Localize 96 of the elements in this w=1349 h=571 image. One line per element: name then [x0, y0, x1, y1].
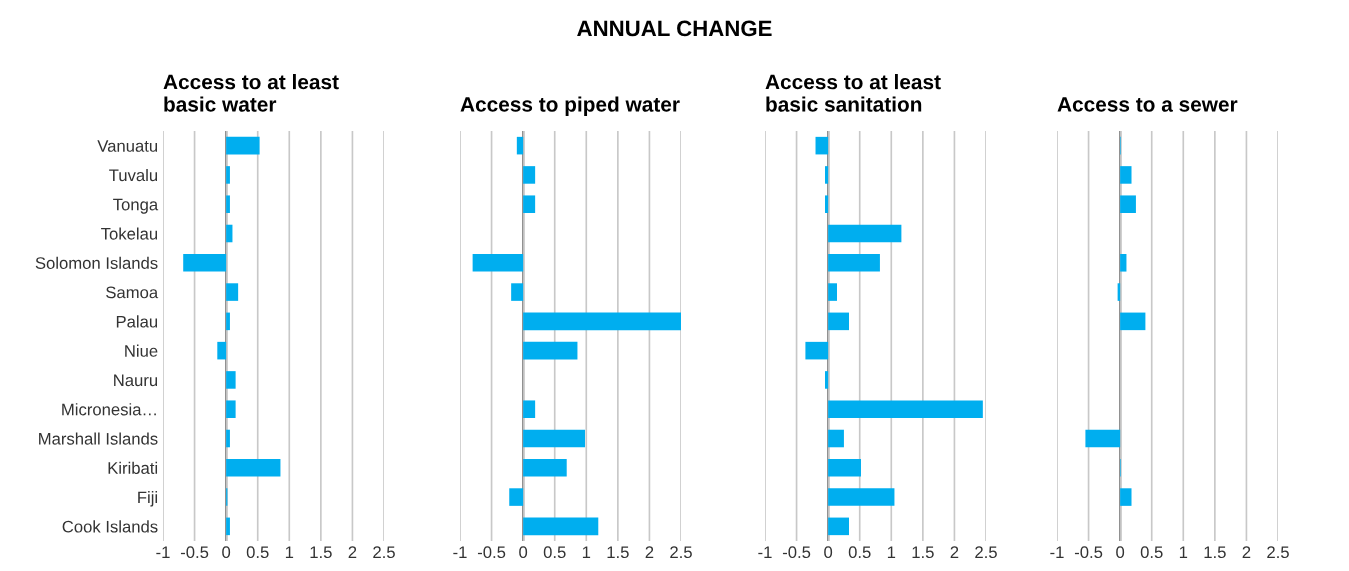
- y-tick-label: Micronesia…: [62, 403, 156, 416]
- bar: [511, 283, 524, 301]
- bar: [226, 166, 230, 184]
- bar: [226, 195, 230, 213]
- bar: [805, 341, 829, 360]
- x-tick-label: -0.5: [180, 546, 209, 559]
- chart-title: Access to a sewer: [1057, 97, 1238, 112]
- x-tick-label: -0.5: [477, 546, 506, 559]
- x-tick-label: -1: [453, 546, 467, 558]
- x-tick-label: 2.5: [1267, 546, 1289, 559]
- bar: [824, 195, 829, 213]
- y-tick-label: Tuvalu: [109, 168, 158, 182]
- x-tick-label: 0.5: [848, 546, 871, 559]
- bar: [523, 166, 536, 184]
- bar: [472, 254, 524, 272]
- y-tick-label: Solomon Islands: [35, 256, 158, 269]
- bar: [226, 517, 230, 536]
- y-tick-label: Marshall Islands: [39, 432, 158, 445]
- x-tick-label: 1.5: [607, 546, 629, 559]
- x-tick-label: 0.5: [246, 546, 269, 559]
- bar: [226, 136, 260, 155]
- x-tick-label: 1.5: [310, 546, 332, 559]
- bar: [1120, 312, 1146, 331]
- text: ANNUAL CHANGE: [577, 20, 772, 37]
- x-tick-label: 0: [824, 546, 833, 559]
- bar: [523, 341, 578, 360]
- bar: [828, 224, 902, 243]
- bar: [523, 459, 567, 477]
- x-tick-label: 2: [348, 546, 357, 558]
- bar: [226, 429, 230, 448]
- bar: [1085, 429, 1121, 448]
- x-tick-label: 1: [1179, 546, 1188, 558]
- bar: [828, 429, 844, 448]
- bar: [516, 136, 524, 155]
- y-tick-label: Nauru: [114, 374, 158, 387]
- bar: [1120, 195, 1136, 213]
- x-tick-label: -1: [156, 546, 170, 558]
- bar: [1120, 166, 1132, 184]
- bar: [828, 517, 849, 536]
- bar: [828, 312, 849, 331]
- bar: [509, 488, 524, 506]
- bar: [824, 166, 829, 184]
- x-tick-label: 1.5: [912, 546, 934, 559]
- bar: [523, 195, 536, 213]
- bar: [828, 459, 861, 477]
- y-tick-label: Tonga: [113, 198, 159, 214]
- x-tick-label: 1: [285, 546, 294, 558]
- x-tick-label: 1: [582, 546, 591, 558]
- bar: [183, 254, 227, 272]
- bar: [523, 429, 586, 448]
- x-tick-label: 0.5: [1140, 546, 1163, 559]
- bar: [828, 488, 895, 506]
- x-tick-label: -1: [1050, 546, 1064, 558]
- x-tick-label: -0.5: [782, 546, 811, 559]
- x-tick-label: 0: [519, 546, 528, 559]
- y-tick-label: Fiji: [138, 491, 158, 507]
- x-tick-label: 0: [1116, 546, 1125, 559]
- bar: [828, 283, 837, 301]
- bar: [828, 400, 983, 418]
- x-tick-label: 2.5: [670, 546, 692, 559]
- bar: [217, 341, 227, 360]
- x-tick-label: 1.5: [1204, 546, 1226, 559]
- bar: [226, 312, 230, 331]
- y-tick-label: Tokelau: [101, 227, 158, 240]
- bar: [226, 400, 236, 418]
- x-tick-label: -1: [758, 546, 772, 558]
- y-tick-label: Samoa: [106, 286, 159, 299]
- y-tick-label: Kiribati: [108, 461, 158, 474]
- x-tick-label: 2.5: [373, 546, 395, 559]
- x-tick-label: 1: [887, 546, 896, 558]
- bar: [523, 312, 681, 331]
- bar: [523, 517, 599, 536]
- x-tick-label: 2: [1242, 546, 1251, 558]
- chart-title: Access to piped water: [460, 96, 680, 116]
- bar: [226, 459, 281, 477]
- bar: [824, 371, 829, 389]
- y-tick-label: Vanuatu: [97, 140, 158, 152]
- y-tick-label: Cook Islands: [62, 520, 158, 533]
- x-tick-label: 2.5: [975, 546, 997, 559]
- x-tick-label: 0: [222, 546, 231, 559]
- chart-title: Access to at least basic water: [163, 74, 339, 112]
- x-tick-label: 2: [950, 546, 959, 558]
- bar: [815, 136, 829, 155]
- bar: [226, 283, 239, 301]
- x-tick-label: -0.5: [1074, 546, 1103, 559]
- bar: [226, 371, 236, 389]
- bar: [523, 400, 536, 418]
- bar: [226, 224, 233, 243]
- y-tick-label: Niue: [125, 344, 158, 357]
- bar: [828, 254, 880, 272]
- x-tick-label: 0.5: [543, 546, 566, 559]
- y-tick-label: Palau: [116, 315, 158, 328]
- x-tick-label: 2: [645, 546, 654, 558]
- bar: [1120, 254, 1127, 272]
- chart-title: Access to at least basic sanitation: [765, 74, 941, 112]
- bar: [1120, 488, 1132, 506]
